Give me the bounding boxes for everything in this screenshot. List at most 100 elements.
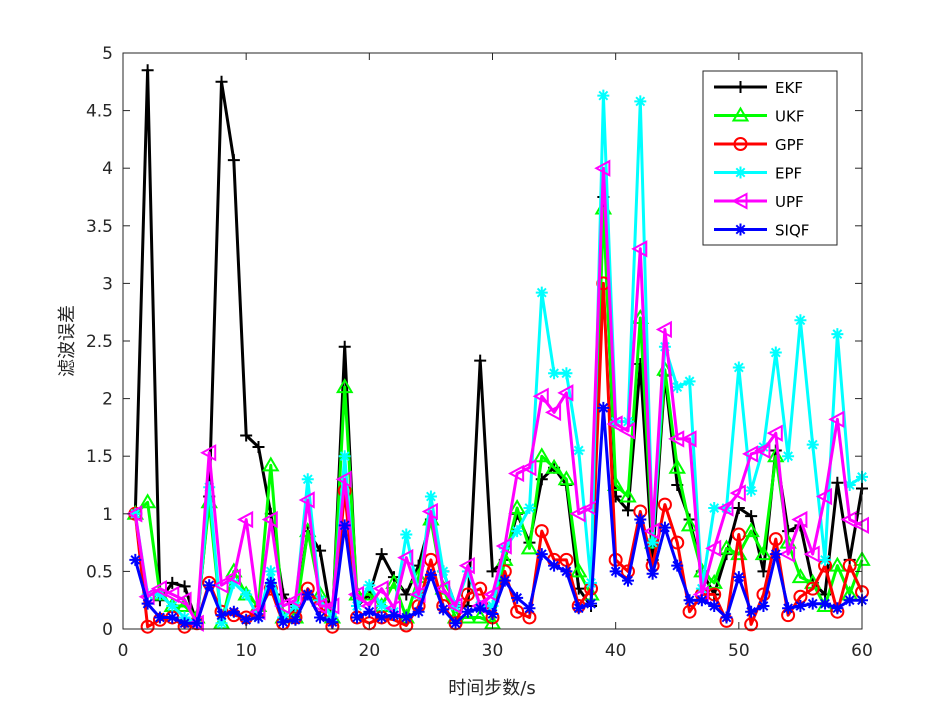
data-point-siqf (314, 611, 327, 624)
data-point-epf (708, 502, 721, 515)
y-tick-label: 3.5 (86, 217, 113, 237)
data-point-siqf (178, 617, 191, 630)
legend-marker-ekf (734, 81, 747, 93)
data-point-upf (175, 591, 192, 609)
data-point-siqf (301, 588, 314, 601)
data-point-upf (766, 424, 783, 442)
data-point-ekf (141, 64, 154, 77)
data-point-upf (729, 484, 746, 502)
data-point-siqf (782, 602, 795, 615)
data-point-upf (520, 459, 537, 477)
data-point-ekf (375, 548, 388, 561)
x-tick-label: 30 (482, 641, 504, 661)
data-point-ukf (557, 470, 576, 486)
data-point-epf (375, 599, 388, 612)
legend-label-ukf: UKF (775, 108, 804, 126)
data-point-upf (618, 422, 635, 440)
legend-label-ekf: EKF (775, 79, 803, 97)
data-point-ekf (486, 565, 499, 578)
data-point-siqf (264, 576, 277, 589)
data-point-ukf (533, 447, 551, 463)
data-point-upf (680, 430, 697, 448)
data-point-ekf (252, 440, 265, 453)
data-point-siqf (671, 559, 684, 572)
data-point-upf (532, 387, 549, 405)
data-point-ukf (520, 539, 539, 555)
data-point-ekf (178, 580, 191, 593)
legend: EKF UKF GPF EPF UPF SIQF (702, 70, 838, 246)
data-point-epf (831, 328, 844, 341)
legend-marker-siqf (734, 223, 747, 236)
data-point-upf (643, 522, 660, 540)
data-point-upf (274, 597, 291, 615)
data-point-epf (203, 481, 216, 494)
data-point-epf (597, 89, 610, 102)
data-point-epf (819, 553, 832, 566)
y-tick-label: 1.5 (86, 447, 113, 467)
data-point-siqf (745, 605, 758, 618)
data-point-siqf (190, 617, 203, 630)
data-point-ukf (335, 378, 354, 394)
data-point-siqf (203, 579, 216, 592)
data-point-upf (655, 320, 672, 339)
data-point-upf (323, 597, 340, 615)
data-point-upf (335, 470, 352, 488)
data-point-epf (264, 565, 277, 578)
data-point-siqf (461, 605, 474, 618)
data-point-upf (446, 597, 463, 615)
legend-marker-upf (731, 192, 748, 210)
data-point-epf (153, 588, 166, 601)
data-point-upf (163, 585, 180, 604)
data-point-upf (458, 556, 475, 575)
data-point-upf (803, 545, 820, 563)
data-point-epf (437, 565, 450, 578)
data-point-ukf (668, 458, 686, 474)
data-point-upf (347, 585, 365, 604)
legend-box (702, 70, 838, 246)
data-point-ukf (619, 487, 637, 503)
data-point-siqf (424, 568, 437, 581)
data-point-upf (212, 576, 229, 594)
data-point-ekf (474, 354, 487, 367)
data-point-ukf (569, 562, 588, 578)
data-point-epf (289, 599, 302, 612)
data-point-siqf (794, 599, 807, 612)
data-point-gpf (731, 527, 746, 542)
data-point-epf (634, 95, 647, 108)
data-point-ekf (621, 504, 634, 517)
data-point-siqf (351, 611, 364, 624)
data-point-epf (548, 367, 561, 380)
y-axis-label: 滤波误差 (57, 305, 78, 377)
data-point-epf (486, 599, 499, 612)
data-point-upf (815, 487, 833, 506)
data-point-upf (126, 505, 143, 523)
data-point-epf (511, 525, 524, 538)
data-point-upf (606, 415, 623, 433)
data-point-upf (840, 510, 857, 529)
data-point-siqf (498, 574, 511, 587)
data-point-gpf (534, 524, 549, 539)
legend-label-upf: UPF (775, 193, 804, 211)
data-point-gpf (842, 558, 857, 573)
data-point-siqf (252, 611, 265, 624)
data-point-upf (717, 499, 734, 517)
data-point-epf (646, 536, 659, 549)
legend-item-gpf: GPF (714, 136, 804, 154)
data-point-epf (301, 473, 314, 486)
data-point-epf (363, 579, 376, 592)
data-point-siqf (474, 602, 487, 615)
data-point-upf (150, 580, 167, 598)
data-point-siqf (141, 597, 154, 610)
data-point-upf (828, 410, 845, 429)
data-point-ukf (680, 516, 699, 532)
data-point-epf (843, 479, 856, 491)
legend-label-epf: EPF (775, 165, 802, 183)
data-point-ukf (508, 499, 526, 515)
data-point-upf (791, 510, 808, 529)
data-point-siqf (646, 567, 659, 580)
y-tick-label: 4 (102, 159, 113, 179)
data-point-ukf (138, 493, 157, 509)
data-point-upf (421, 502, 438, 521)
data-point-ukf (828, 556, 847, 572)
